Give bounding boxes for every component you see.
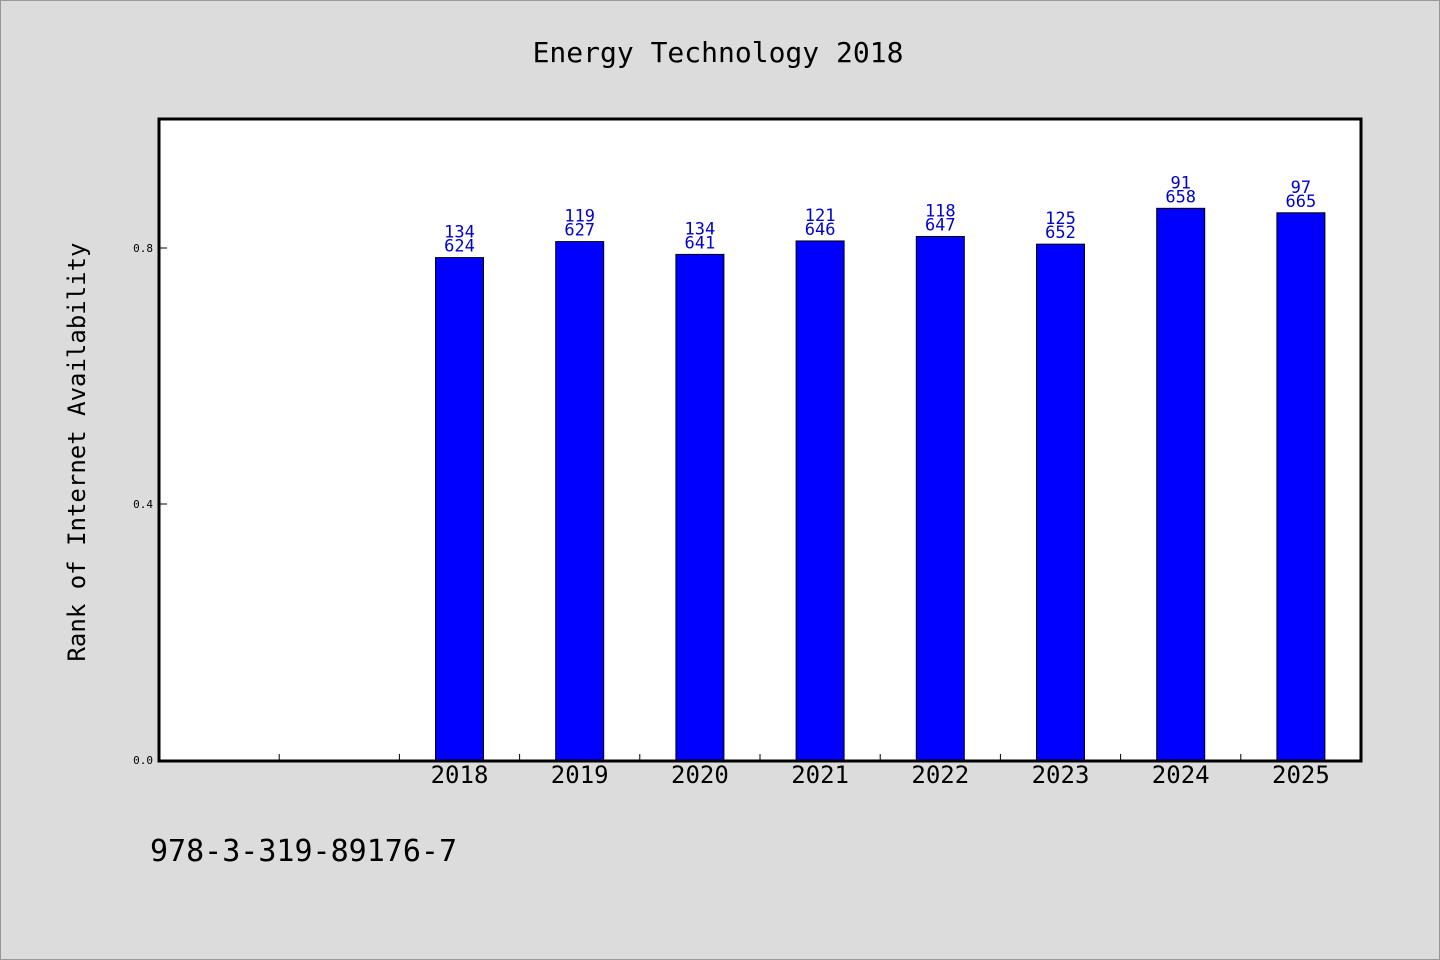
bar-data-label: 134 — [444, 223, 475, 243]
y-axis-label: Rank of Internet Availability — [63, 242, 91, 661]
bar-2022 — [915, 235, 965, 761]
y-tick-label: 0.4 — [133, 498, 153, 511]
bar-data-label: 119 — [564, 207, 595, 227]
x-tick-label: 2019 — [551, 761, 609, 789]
chart-title: Energy Technology 2018 — [533, 36, 904, 69]
bar-data-label: 641 — [685, 233, 716, 253]
x-tick-label: 2024 — [1152, 761, 1210, 789]
y-tick-label: 0.8 — [133, 242, 153, 255]
isbn-footer-text: 978-3-319-89176-7 — [150, 834, 458, 869]
bar-data-label: 665 — [1286, 192, 1317, 212]
bar-2018 — [435, 257, 484, 761]
bar-series — [435, 207, 1326, 761]
bar-2023 — [1036, 243, 1085, 761]
bar-data-label: 624 — [444, 237, 475, 257]
bar-data-label: 652 — [1045, 223, 1076, 243]
bar-data-label: 647 — [925, 215, 956, 235]
x-tick-label: 2025 — [1272, 761, 1330, 789]
bar-2025 — [1276, 212, 1326, 761]
x-tick-label: 2023 — [1032, 761, 1090, 789]
x-axis-tick-labels: 2018 2019 2020 2021 2022 2023 2024 2025 — [431, 761, 1330, 789]
bar-data-label: 627 — [564, 221, 595, 241]
bar-2021 — [795, 240, 845, 761]
y-axis-ticks: 0.0 0.4 0.8 — [133, 242, 167, 767]
x-axis-ticks — [278, 754, 1242, 760]
x-tick-label: 2021 — [791, 761, 849, 789]
y-tick-label: 0.0 — [133, 754, 153, 767]
bar-data-label: 646 — [805, 220, 836, 240]
bar-data-label: 658 — [1165, 187, 1196, 207]
bar-data-label: 134 — [685, 219, 716, 239]
x-tick-label: 2018 — [431, 761, 489, 789]
bar-data-label: 118 — [925, 201, 956, 221]
bar-2020 — [675, 253, 725, 761]
bar-data-label: 125 — [1045, 209, 1076, 229]
x-tick-label: 2020 — [671, 761, 729, 789]
bar-data-label: 97 — [1291, 178, 1311, 198]
bar-2024 — [1156, 207, 1206, 761]
bar-data-label: 121 — [805, 206, 836, 226]
x-tick-label: 2022 — [911, 761, 969, 789]
bar-data-label: 91 — [1170, 173, 1190, 193]
bar-2019 — [555, 241, 605, 761]
